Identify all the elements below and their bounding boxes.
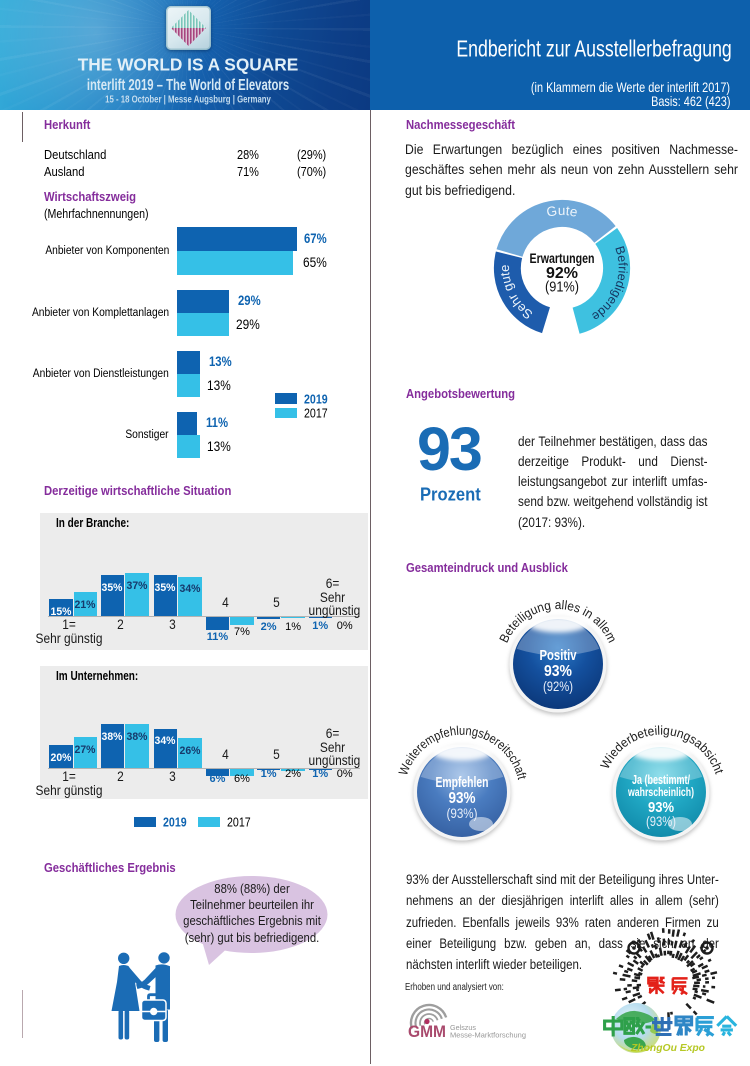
svg-text:92%: 92% — [546, 265, 578, 282]
svg-text:(92%): (92%) — [543, 678, 573, 694]
svg-text:Messe-Marktforschung: Messe-Marktforschung — [450, 1031, 526, 1040]
svg-text:93%: 93% — [449, 790, 476, 807]
svg-text:Positiv: Positiv — [540, 647, 577, 664]
svg-text:Erwartungen: Erwartungen — [530, 250, 595, 266]
svg-text:Empfehlen: Empfehlen — [436, 775, 489, 791]
svg-text:(91%): (91%) — [545, 280, 579, 296]
svg-text:Gelszus: Gelszus — [450, 1023, 476, 1032]
svg-text:93%: 93% — [544, 663, 572, 680]
svg-text:ZhongOu Expo: ZhongOu Expo — [630, 1042, 706, 1054]
svg-text:93%: 93% — [648, 799, 674, 816]
svg-text:wahrscheinlich): wahrscheinlich) — [627, 787, 694, 799]
svg-text:(93%): (93%) — [447, 805, 478, 821]
svg-text:Ja (bestimmt/: Ja (bestimmt/ — [632, 772, 690, 787]
svg-text:(93%): (93%) — [646, 814, 676, 829]
svg-text:Gute: Gute — [545, 203, 579, 220]
svg-text:GMM: GMM — [408, 1022, 446, 1041]
